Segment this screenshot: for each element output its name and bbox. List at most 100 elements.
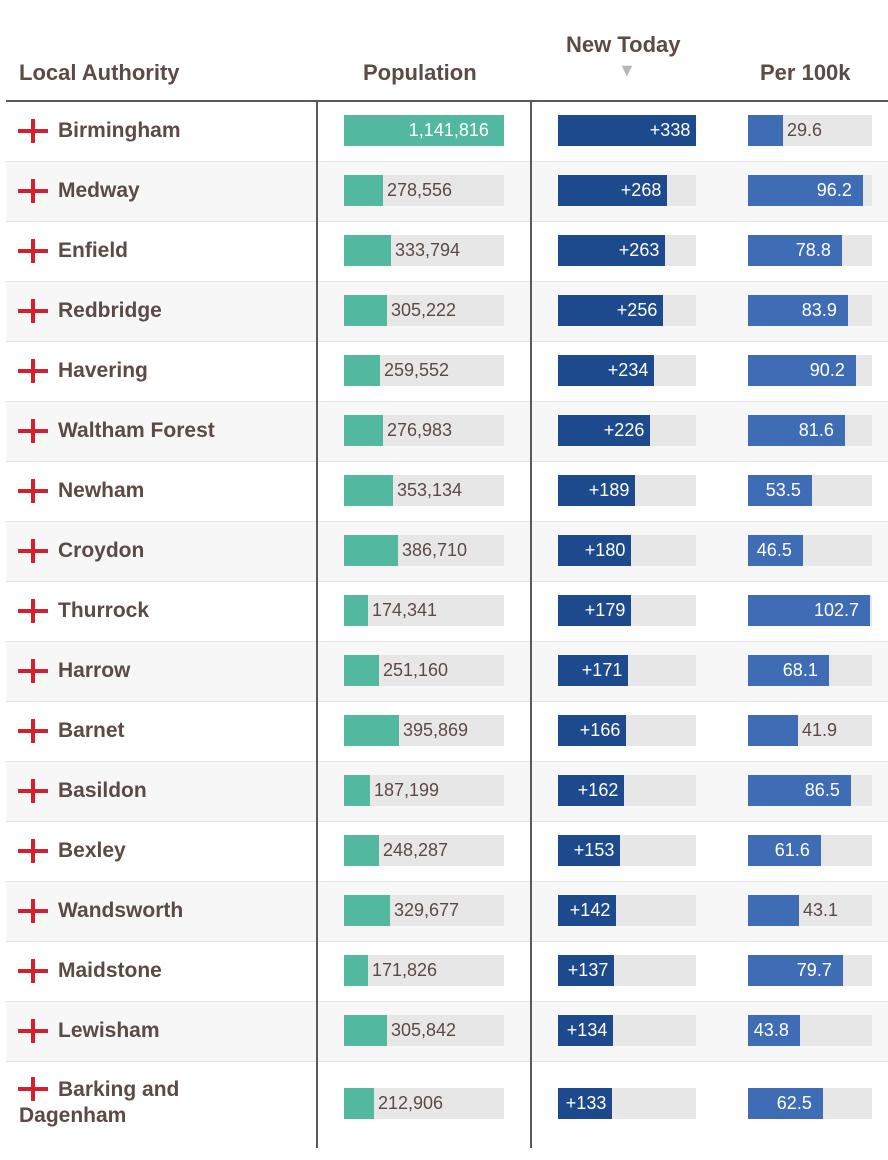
population-value-label: 329,677 — [394, 900, 460, 920]
per-100k-bar-track: 81.6 — [748, 415, 872, 446]
table-row[interactable]: Enfield 333,794 +263 78.8 — [6, 222, 888, 282]
new-today-bar — [558, 355, 654, 386]
table-row[interactable]: Thurrock 174,341 +179 102.7 — [6, 582, 888, 642]
authority-name: Croydon — [58, 539, 145, 562]
new-today-bar-track: +256 — [558, 295, 696, 326]
population-value-label: 386,710 — [402, 540, 468, 560]
per-100k-bar — [748, 595, 870, 626]
authority-name: Lewisham — [58, 1019, 160, 1042]
population-bar-track: 251,160 — [344, 655, 504, 686]
new-today-value-label: +179 — [584, 600, 626, 620]
england-flag-icon — [18, 779, 48, 803]
new-today-bar — [558, 295, 663, 326]
new-today-bar-track: +133 — [558, 1088, 696, 1119]
per-100k-value-label: 62.5 — [776, 1093, 812, 1113]
new-today-bar-track: +137 — [558, 955, 696, 986]
per-100k-value-label: 102.7 — [814, 600, 860, 620]
table-row[interactable]: Birmingham 1,141,816 +338 29.6 — [6, 102, 888, 162]
new-today-value-label: +171 — [581, 660, 623, 680]
per-100k-bar-track: 79.7 — [748, 955, 872, 986]
header-local-authority[interactable]: Local Authority — [19, 60, 180, 85]
per-100k-bar — [748, 1015, 800, 1046]
new-today-bar — [558, 415, 650, 446]
new-today-value-label: +137 — [567, 960, 609, 980]
table-row[interactable]: Croydon 386,710 +180 46.5 — [6, 522, 888, 582]
per-100k-value-label: 83.9 — [801, 300, 837, 320]
england-flag-icon — [18, 539, 48, 563]
header-new-today[interactable]: New Today — [566, 32, 681, 57]
header-per-100k[interactable]: Per 100k — [760, 60, 851, 85]
new-today-bar-track: +134 — [558, 1015, 696, 1046]
table-row[interactable]: Maidstone 171,826 +137 79.7 — [6, 942, 888, 1002]
per-100k-bar — [748, 415, 845, 446]
england-flag-icon — [18, 239, 48, 263]
new-today-bar — [558, 535, 631, 566]
authority-name: Thurrock — [58, 599, 150, 622]
column-divider — [530, 102, 532, 1148]
authority-name: Redbridge — [58, 299, 162, 322]
population-value-label: 187,199 — [374, 780, 440, 800]
new-today-value-label: +142 — [569, 900, 611, 920]
population-bar — [344, 895, 390, 926]
authority-name: Newham — [58, 479, 145, 502]
table-row[interactable]: Wandsworth 329,677 +142 43.1 — [6, 882, 888, 942]
population-value-label: 171,826 — [372, 960, 438, 980]
population-bar-track: 305,842 — [344, 1015, 504, 1046]
population-value-label: 278,556 — [387, 180, 453, 200]
table-row[interactable]: Medway 278,556 +268 96.2 — [6, 162, 888, 222]
population-value-label: 333,794 — [395, 240, 461, 260]
table-row[interactable]: Harrow 251,160 +171 68.1 — [6, 642, 888, 702]
population-bar-track: 353,134 — [344, 475, 504, 506]
population-bar-track: 248,287 — [344, 835, 504, 866]
new-today-bar-track: +189 — [558, 475, 696, 506]
population-bar — [344, 295, 387, 326]
new-today-value-label: +189 — [588, 480, 630, 500]
population-bar — [344, 835, 379, 866]
per-100k-value-label: 43.1 — [803, 900, 839, 920]
new-today-bar-track: +153 — [558, 835, 696, 866]
per-100k-bar-track: 83.9 — [748, 295, 872, 326]
authority-name: Basildon — [58, 779, 147, 802]
per-100k-bar-track: 86.5 — [748, 775, 872, 806]
per-100k-bar-track: 102.7 — [748, 595, 872, 626]
population-value-label: 305,842 — [391, 1020, 457, 1040]
new-today-value-label: +134 — [566, 1020, 608, 1040]
population-value-label: 276,983 — [387, 420, 453, 440]
table-row[interactable]: Barnet 395,869 +166 41.9 — [6, 702, 888, 762]
table-row[interactable]: Lewisham 305,842 +134 43.8 — [6, 1002, 888, 1062]
population-bar — [344, 715, 399, 746]
population-bar-track: 329,677 — [344, 895, 504, 926]
table-row[interactable]: Bexley 248,287 +153 61.6 — [6, 822, 888, 882]
per-100k-value-label: 43.8 — [753, 1020, 789, 1040]
new-today-bar — [558, 595, 631, 626]
sort-descending-icon[interactable]: ▼ — [618, 60, 636, 80]
population-bar — [344, 115, 504, 146]
table-row[interactable]: Newham 353,134 +189 53.5 — [6, 462, 888, 522]
per-100k-bar-track: 96.2 — [748, 175, 872, 206]
england-flag-icon — [18, 959, 48, 983]
per-100k-bar — [748, 775, 851, 806]
new-today-bar-track: +162 — [558, 775, 696, 806]
table-row[interactable]: Barking and Dagenham 212,906 +133 62.5 — [6, 1062, 888, 1148]
per-100k-bar — [748, 835, 821, 866]
population-value-label: 1,141,816 — [408, 120, 489, 140]
per-100k-value-label: 68.1 — [782, 660, 818, 680]
new-today-bar — [558, 895, 616, 926]
table-row[interactable]: Basildon 187,199 +162 86.5 — [6, 762, 888, 822]
authority-name: Waltham Forest — [58, 419, 215, 442]
population-bar-track: 333,794 — [344, 235, 504, 266]
table-row[interactable]: Redbridge 305,222 +256 83.9 — [6, 282, 888, 342]
header-population[interactable]: Population — [363, 60, 477, 85]
per-100k-bar — [748, 955, 843, 986]
new-today-bar — [558, 475, 635, 506]
new-today-bar-track: +338 — [558, 115, 696, 146]
authority-name: Bexley — [58, 839, 126, 862]
table-row[interactable]: Waltham Forest 276,983 +226 81.6 — [6, 402, 888, 462]
table-row[interactable]: Havering 259,552 +234 90.2 — [6, 342, 888, 402]
england-flag-icon — [18, 419, 48, 443]
per-100k-bar — [748, 235, 842, 266]
new-today-bar — [558, 1015, 613, 1046]
population-bar — [344, 655, 379, 686]
new-today-bar — [558, 175, 667, 206]
new-today-value-label: +226 — [603, 420, 645, 440]
